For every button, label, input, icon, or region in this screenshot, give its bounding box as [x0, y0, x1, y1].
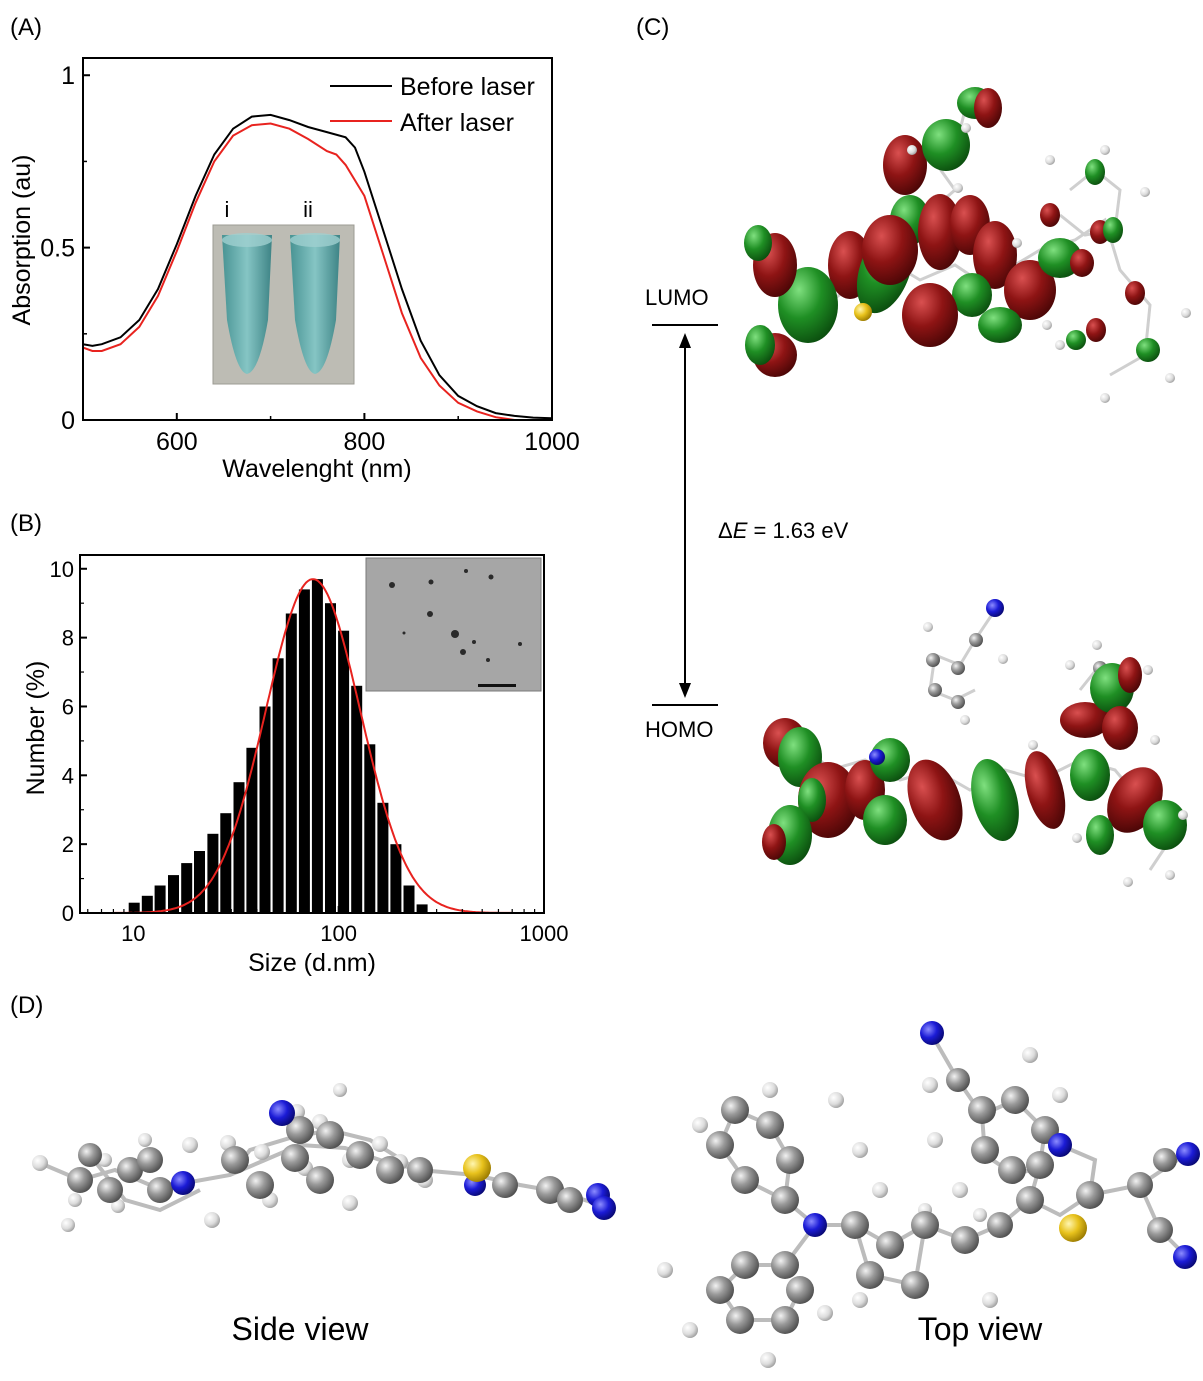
chart-b-ytick-label: 8 — [62, 626, 74, 651]
chart-b-fit — [80, 578, 544, 913]
molecule-side-view — [32, 1083, 616, 1232]
panel-label-b: (B) — [10, 510, 42, 537]
gap-arrow-head-down — [679, 683, 691, 698]
chart-b-frame — [79, 554, 545, 914]
chart-b-xtick-label: 1000 — [520, 921, 569, 946]
histogram-bar — [272, 658, 284, 913]
histogram-bar — [194, 851, 205, 913]
inset-label-i: i — [225, 197, 230, 222]
chart-b-ytick-label: 4 — [62, 763, 74, 788]
histogram-bar — [207, 833, 219, 913]
energy-gap-label: ΔE = 1.63 eV — [718, 518, 849, 543]
chart-a-ytick-label: 0.5 — [40, 235, 75, 263]
chart-a-axes: 600 800 1000 0 0.5 1 — [40, 62, 580, 456]
panel-label-a: (A) — [10, 14, 42, 41]
histogram-bar — [351, 685, 363, 913]
chart-b-xtick-label: 10 — [121, 921, 145, 946]
histogram-bar — [311, 579, 323, 913]
histogram-bar — [233, 782, 245, 913]
chart-a-xtick-label: 600 — [156, 428, 198, 456]
histogram-bar — [220, 813, 232, 913]
histogram-bar — [416, 904, 428, 913]
histogram-bar — [154, 885, 166, 913]
panel-c: LUMO HOMO ΔE = 1.63 eV — [645, 87, 1191, 887]
homo-orbital — [762, 599, 1188, 887]
chart-b-ytick-label: 0 — [62, 901, 74, 926]
series-line-before-laser — [83, 113, 552, 420]
histogram-bar — [181, 863, 193, 913]
chart-a-ylabel: Absorption (au) — [8, 155, 36, 326]
chart-b-bars — [128, 579, 428, 913]
histogram-bar — [168, 875, 179, 913]
histogram-bar — [377, 802, 389, 913]
chart-a: i ii 600 800 1000 0 0.5 1 Before laser After … — [8, 57, 580, 483]
chart-b: 10 100 1000 0 2 4 6 8 10 Size (d.nm) Number (%) — [22, 554, 569, 977]
chart-b-xlabel: Size (d.nm) — [248, 949, 376, 977]
chart-a-ytick-label: 0 — [61, 407, 75, 435]
legend-label-before: Before laser — [400, 73, 535, 101]
chart-b-xtick-label: 100 — [320, 921, 357, 946]
chart-b-ylabel: Number (%) — [22, 661, 50, 796]
chart-b-ytick-label: 2 — [62, 832, 74, 857]
histogram-bar — [259, 706, 271, 913]
lumo-orbital — [744, 87, 1191, 403]
panel-label-d: (D) — [10, 992, 44, 1019]
panel-d: Side view — [32, 1021, 1200, 1368]
histogram-bar — [298, 589, 310, 913]
chart-b-ytick-label: 6 — [62, 694, 74, 719]
chart-a-lines — [83, 113, 552, 420]
chart-a-xtick-label: 1000 — [524, 428, 580, 456]
homo-label: HOMO — [645, 717, 713, 742]
histogram-bar — [364, 744, 376, 913]
chart-a-xtick-label: 800 — [344, 428, 386, 456]
histogram-bar — [285, 613, 297, 913]
chart-b-axes: 10 100 1000 0 2 4 6 8 10 — [50, 557, 569, 946]
chart-a-xlabel: Wavelenght (nm) — [222, 455, 411, 483]
chart-b-ytick-label: 10 — [50, 557, 74, 582]
histogram-bar — [325, 603, 336, 913]
series-line-after-laser — [83, 122, 552, 420]
chart-a-frame — [82, 57, 553, 421]
histogram-bar — [246, 747, 258, 913]
inset-label-ii: ii — [303, 197, 313, 222]
histogram-bar — [141, 895, 153, 913]
tem-inset — [365, 557, 542, 692]
gap-arrow-head-up — [679, 333, 691, 348]
molecule-top-view — [657, 1021, 1200, 1368]
side-view-label: Side view — [232, 1311, 370, 1347]
lumo-label: LUMO — [645, 285, 709, 310]
panel-label-c: (C) — [636, 14, 670, 41]
chart-a-ytick-label: 1 — [61, 62, 75, 90]
legend-label-after: After laser — [400, 109, 514, 137]
fit-curve — [80, 578, 544, 913]
vial-photo-inset — [212, 224, 355, 385]
top-view-label: Top view — [918, 1311, 1043, 1347]
histogram-bar — [390, 844, 402, 913]
histogram-bar — [403, 885, 415, 913]
histogram-bar — [338, 630, 350, 913]
